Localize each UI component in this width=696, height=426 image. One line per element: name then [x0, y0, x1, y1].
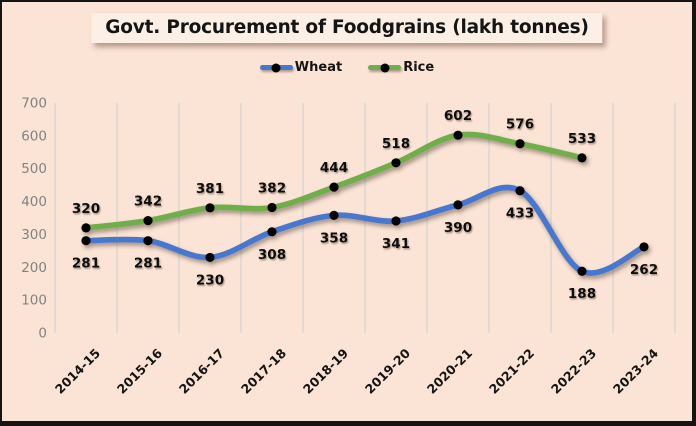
svg-text:100: 100 — [21, 293, 47, 309]
chart-title-box: Govt. Procurement of Foodgrains (lakh to… — [91, 13, 603, 43]
svg-text:576: 576 — [506, 117, 534, 133]
svg-text:2018-19: 2018-19 — [300, 346, 351, 397]
svg-text:444: 444 — [320, 160, 348, 176]
svg-text:342: 342 — [134, 194, 162, 210]
svg-text:262: 262 — [630, 262, 658, 278]
svg-text:381: 381 — [196, 181, 224, 197]
svg-text:500: 500 — [21, 161, 47, 177]
y-axis-tick-labels: 0 100 200 300 400 500 600 700 — [21, 96, 47, 342]
svg-text:188: 188 — [568, 286, 596, 302]
svg-text:433: 433 — [506, 206, 534, 222]
svg-text:281: 281 — [134, 256, 162, 272]
svg-text:200: 200 — [21, 260, 47, 276]
svg-text:0: 0 — [38, 326, 47, 342]
svg-text:518: 518 — [382, 136, 410, 152]
rice-dot-icon — [380, 63, 390, 72]
svg-text:2014-15: 2014-15 — [52, 346, 103, 397]
series-lines — [81, 130, 649, 276]
rice-legend-label: Rice — [403, 60, 435, 75]
svg-text:2021-22: 2021-22 — [486, 346, 537, 397]
legend-item-wheat: Wheat — [259, 60, 343, 75]
wheat-line-marker-icon — [259, 63, 293, 72]
svg-text:2016-17: 2016-17 — [176, 346, 227, 397]
svg-text:320: 320 — [72, 201, 100, 217]
svg-text:230: 230 — [196, 272, 224, 288]
svg-text:300: 300 — [21, 227, 47, 243]
svg-text:2017-18: 2017-18 — [238, 346, 289, 397]
x-axis-tick-labels: 2014-15 2015-16 2016-17 2017-18 2018-19 2019-… — [52, 345, 661, 396]
svg-text:533: 533 — [568, 131, 596, 147]
svg-text:2015-16: 2015-16 — [114, 345, 165, 396]
svg-text:390: 390 — [444, 220, 472, 236]
svg-text:2023-24: 2023-24 — [610, 345, 661, 396]
legend: Wheat Rice — [2, 60, 692, 75]
rice-line-marker-icon — [368, 63, 402, 72]
svg-text:2020-21: 2020-21 — [424, 346, 475, 397]
svg-text:700: 700 — [21, 96, 47, 112]
gridlines — [54, 103, 676, 333]
chart-title: Govt. Procurement of Foodgrains (lakh to… — [105, 17, 589, 38]
data-labels: 320 342 381 382 444 518 602 576 533 281 281 230 308 3… — [72, 108, 658, 302]
legend-item-rice: Rice — [368, 60, 434, 75]
wheat-dot-icon — [271, 63, 281, 72]
wheat-legend-label: Wheat — [294, 60, 343, 75]
svg-text:281: 281 — [72, 256, 100, 272]
svg-text:400: 400 — [21, 194, 47, 210]
svg-text:600: 600 — [21, 128, 47, 144]
svg-text:308: 308 — [258, 247, 286, 263]
svg-text:2019-20: 2019-20 — [362, 345, 413, 396]
svg-text:602: 602 — [444, 108, 472, 124]
svg-text:2022-23: 2022-23 — [548, 346, 599, 397]
svg-text:382: 382 — [258, 180, 286, 196]
svg-text:358: 358 — [320, 230, 348, 246]
svg-text:341: 341 — [382, 236, 410, 252]
